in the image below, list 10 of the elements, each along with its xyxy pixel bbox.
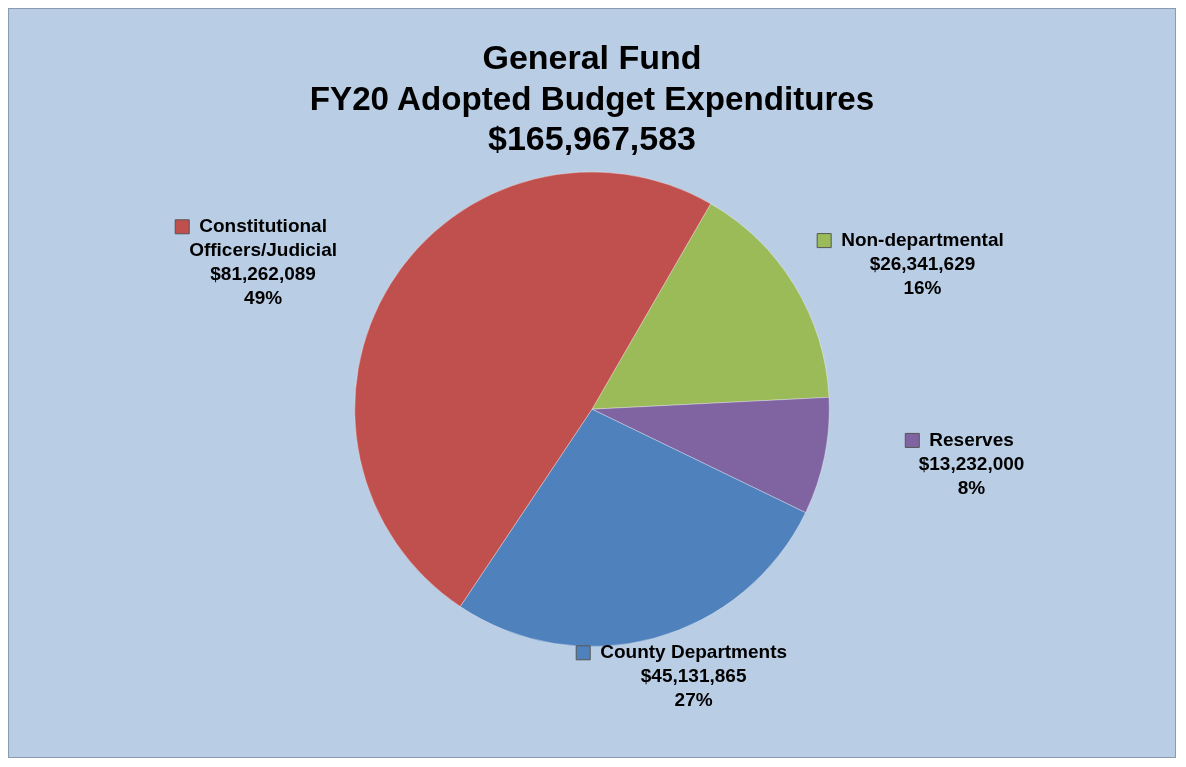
legend-label: County Departments [600, 641, 788, 663]
data-label: $45,131,865 27% [640, 665, 747, 711]
legend-label: Reserves [929, 428, 1014, 450]
chart-title: General Fund FY20 Adopted Budget Expenditures [309, 37, 875, 117]
chart-subtitle: $165,967,583 [488, 119, 696, 158]
legend-label: Constitutional Officers/Judicial [189, 215, 337, 261]
legend-label: Non-departmental [841, 228, 1004, 250]
data-label: $26,341,629 16% [869, 252, 976, 298]
data-label: $81,262,089 49% [210, 263, 316, 309]
data-label: $13,232,000 8% [918, 452, 1025, 498]
